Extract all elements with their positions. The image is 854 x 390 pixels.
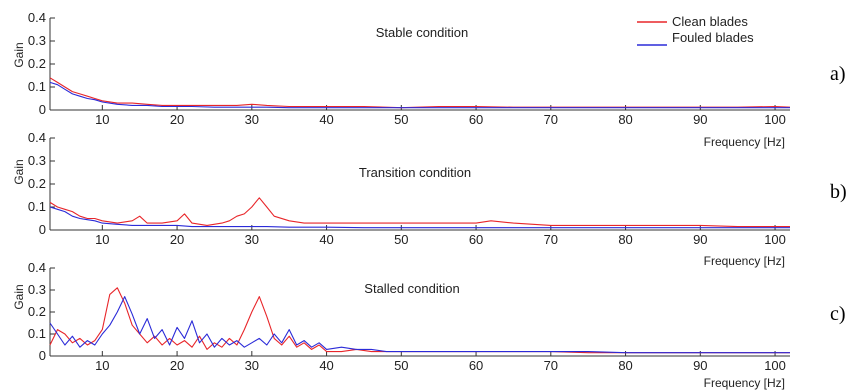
series-line-clean-blades [49,287,790,354]
x-tick-label: 80 [618,358,632,373]
panel-stable: Stable condition Frequency [Hz] Gain a) … [12,10,846,149]
y-axis-label: Gain [12,159,26,184]
series-line-fouled-blades [49,296,790,354]
x-tick-label: 50 [394,112,408,127]
x-tick-label: 90 [693,112,707,127]
x-axis-label: Frequency [Hz] [704,376,785,390]
series-line-fouled-blades [49,206,790,229]
y-tick-label: 0.2 [28,56,46,71]
y-tick-label: 0.2 [28,176,46,191]
y-tick-label: 0.3 [28,153,46,168]
x-tick-label: 50 [394,232,408,247]
x-tick-label: 30 [245,112,259,127]
series-line-fouled-blades [49,81,790,109]
panel-tag: a) [830,63,846,85]
x-tick-label: 10 [95,232,109,247]
x-tick-label: 70 [544,358,558,373]
y-axis-label: Gain [12,42,26,67]
y-tick-label: 0.4 [28,10,46,25]
y-tick-label: 0.2 [28,304,46,319]
x-tick-label: 40 [319,232,333,247]
x-tick-label: 100 [764,232,786,247]
panel-transition: Transition condition Frequency [Hz] Gain… [12,130,847,268]
x-tick-label: 70 [544,112,558,127]
x-tick-label: 40 [319,112,333,127]
x-tick-label: 50 [394,358,408,373]
panel-stalled: Stalled condition Frequency [Hz] Gain c)… [12,260,846,390]
x-tick-label: 20 [170,232,184,247]
x-tick-label: 80 [618,112,632,127]
x-tick-label: 90 [693,232,707,247]
x-tick-label: 60 [469,358,483,373]
y-tick-label: 0 [39,222,46,237]
x-tick-label: 100 [764,358,786,373]
y-tick-label: 0 [39,102,46,117]
y-tick-label: 0 [39,348,46,363]
x-tick-label: 20 [170,112,184,127]
panel-tag: b) [830,181,847,203]
y-axis-label: Gain [12,284,26,309]
x-tick-label: 100 [764,112,786,127]
panel-title: Stalled condition [364,281,459,296]
panel-tag: c) [830,303,846,325]
x-tick-label: 80 [618,232,632,247]
legend-fouled-label: Fouled blades [672,30,754,45]
x-tick-label: 90 [693,358,707,373]
y-tick-label: 0.1 [28,79,46,94]
x-tick-label: 40 [319,358,333,373]
x-tick-label: 60 [469,112,483,127]
series-line-clean-blades [49,77,791,109]
x-tick-label: 30 [245,358,259,373]
y-tick-label: 0.1 [28,199,46,214]
y-tick-label: 0.4 [28,130,46,145]
x-tick-label: 10 [95,112,109,127]
legend-clean-label: Clean blades [672,14,748,29]
panel-title: Transition condition [359,165,471,180]
x-axis-label: Frequency [Hz] [704,135,785,149]
x-tick-label: 20 [170,358,184,373]
x-axis-label: Frequency [Hz] [704,254,785,268]
y-tick-label: 0.1 [28,326,46,341]
legend: Clean blades Fouled blades [637,14,754,46]
x-tick-label: 60 [469,232,483,247]
y-tick-label: 0.3 [28,282,46,297]
x-tick-label: 10 [95,358,109,373]
series-line-clean-blades [49,197,790,228]
panel-title: Stable condition [376,25,469,40]
x-tick-label: 30 [245,232,259,247]
x-tick-label: 70 [544,232,558,247]
y-tick-label: 0.4 [28,260,46,275]
y-tick-label: 0.3 [28,33,46,48]
